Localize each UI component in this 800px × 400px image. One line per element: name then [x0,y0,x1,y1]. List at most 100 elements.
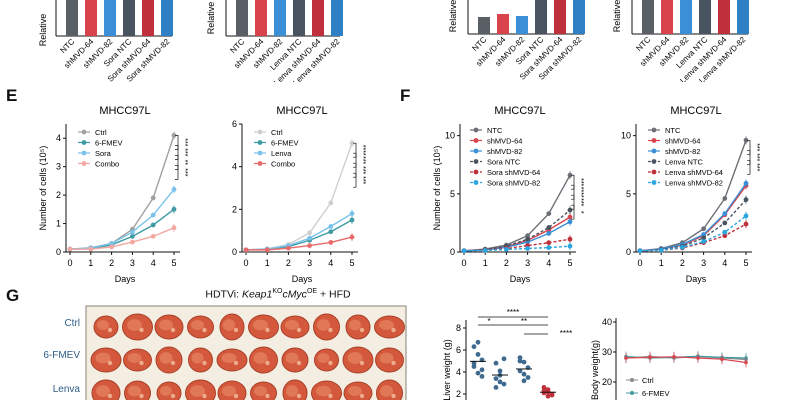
legend-label: Combo [95,160,119,169]
legend-label: Sora NTC [487,158,521,167]
top-b-ylabel: Relative [206,2,216,35]
top-bar [573,0,585,34]
data-point [701,226,706,232]
data-point [264,247,270,253]
y-tick-label: 5 [626,189,631,199]
x-axis-label: Days [510,274,531,284]
top-bar [236,0,248,36]
top-bar [123,0,135,36]
chart-title: MHCC97L [670,105,721,117]
x-tick-label: 5 [567,258,572,268]
data-point [525,236,530,242]
liver-weight-plot: Liver weight (g) 2 4 6 8 **** * ** **** [442,308,572,400]
series-line [69,208,175,250]
data-point [637,248,643,254]
legend-label: Lenva shMVD-64 [665,168,723,177]
legend-marker [81,150,87,156]
liver-weight-point [501,356,507,362]
x-tick-label: 4 [328,258,333,268]
liver-weight-point [517,368,523,374]
significance-label: *** [753,153,760,161]
legend-marker [473,180,479,185]
top-bar [497,14,509,34]
legend-marker [473,159,479,164]
x-tick-label: 1 [265,258,270,268]
liver-weight-point [493,360,499,366]
legend-label: shMVD-64 [665,137,700,146]
sig-mark: **** [560,329,572,338]
legend-marker [257,140,263,145]
legend-marker [473,138,479,143]
top-bar [331,0,343,36]
top-bar [293,0,305,36]
top-bar [274,0,286,36]
body-ytick: 20 [602,377,612,387]
data-point [328,224,334,229]
x-tick-label: 0 [637,258,642,268]
significance-label: **** [577,187,584,198]
legend-marker [81,161,87,166]
top-bar [255,0,267,36]
panel-g-title-sup1: KO [272,288,283,295]
body-weight-line [625,356,747,364]
legend-label: shMVD-82 [665,147,700,156]
x-tick-label: 4 [722,258,727,268]
x-tick-label: 2 [680,258,685,268]
x-tick-label: 0 [243,258,248,268]
panel-g-title-gene2: cMyc [282,288,307,301]
top-bar [535,0,547,34]
legend-label: Sora shMVD-64 [487,168,540,177]
growth-chart-4: MHCC97L 0 5 10 0 1 2 3 4 5 Days NTC shMVD-64shMVD-82… [621,105,760,284]
data-point [658,247,664,253]
y-tick-label: 0 [626,247,631,257]
chart-title: MHCC97L [276,105,327,117]
body-weight-point [648,355,652,360]
legend-label: Ctrl [271,128,283,137]
significance-label: *** [359,166,366,174]
significance-label: **** [359,145,366,156]
x-tick-label: 1 [88,258,93,268]
series-line [639,185,747,252]
legend-marker [257,161,263,166]
y-tick-label: 10 [445,131,455,141]
data-point [286,245,291,251]
data-point [546,240,552,246]
series-line [246,236,353,251]
y-tick-label: 0 [232,247,237,257]
panel-g-title: HDTVi: Keap1KOcMycOE + HFD [128,288,428,301]
panel-g-title-suffix: + HFD [317,288,351,301]
data-point [328,229,334,235]
x-tick-label: 4 [546,258,551,268]
liver-weight-point [541,385,547,390]
top-bar [516,16,528,34]
significance-label: *** [359,176,366,184]
liver-weight-point [545,393,551,399]
top-bar [312,0,324,36]
top-bar [554,0,566,34]
body-weight-plot: Body weight(g) 20 30 40 Ctrl 6-FMEV [590,317,748,400]
data-point [722,211,728,217]
data-point [701,232,706,237]
row-label-6fmev: 6-FMEV [43,350,80,361]
top-bar [699,0,711,34]
significance-label: *** [753,143,760,151]
data-point [307,230,312,236]
liver-weight-point [521,371,527,377]
chart-title: MHCC97L [494,105,545,117]
data-point [525,233,530,239]
x-tick-label: 1 [659,258,664,268]
x-tick-label: 5 [743,258,748,268]
legend-marker [473,148,479,154]
panel-letter-f: F [400,86,411,105]
liver-weight-point [517,358,523,364]
data-point [130,233,135,239]
data-point [546,211,552,217]
series-line [463,216,571,252]
x-tick-label: 3 [307,258,312,268]
chart-title: MHCC97L [99,105,150,117]
data-point [722,196,728,201]
x-tick-label: 2 [109,258,114,268]
liver-weight-point [497,379,503,385]
